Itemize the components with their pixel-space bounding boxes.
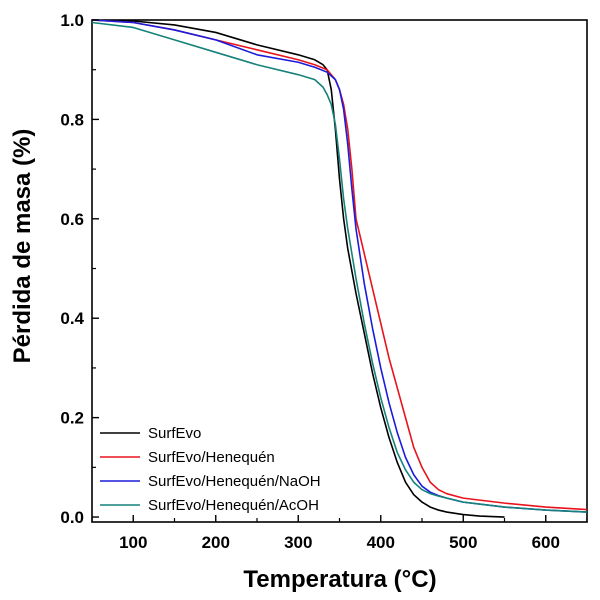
x-tick-label: 200 <box>202 533 230 552</box>
y-tick-label: 0.2 <box>60 409 84 428</box>
x-axis-title: Temperatura (°C) <box>243 566 436 593</box>
legend: SurfEvo SurfEvo/Henequén SurfEvo/Henequén/… <box>100 425 321 514</box>
x-tick-label: 300 <box>284 533 312 552</box>
y-tick-label: 0.8 <box>60 110 84 129</box>
y-tick-label: 1.0 <box>60 11 84 30</box>
series-line-4 <box>91 21 588 513</box>
x-tick-label: 500 <box>449 533 477 552</box>
series-lines <box>91 19 588 518</box>
x-tick-label: 600 <box>532 533 560 552</box>
y-tick-label: 0.4 <box>60 309 84 328</box>
legend-label: SurfEvo/Henequén/NaOH <box>148 473 321 490</box>
legend-label: SurfEvo <box>148 425 201 442</box>
legend-label: SurfEvo/Henequén <box>148 449 275 466</box>
legend-label: SurfEvo/Henequén/AcOH <box>148 497 319 514</box>
plot-frame <box>91 19 588 523</box>
y-tick-label: 0.6 <box>60 210 84 229</box>
y-tick-label: 0.0 <box>60 508 84 527</box>
axes <box>91 19 588 523</box>
series-line-2 <box>91 19 588 511</box>
ticks: 100 200 300 400 500 600 0.0 0.2 0.4 0.6 0.8 1.0 <box>60 11 588 552</box>
series-line-1 <box>91 19 505 518</box>
x-tick-label: 100 <box>119 533 147 552</box>
y-axis-title: Pérdida de masa (%) <box>9 129 36 364</box>
x-tick-label: 400 <box>367 533 395 552</box>
